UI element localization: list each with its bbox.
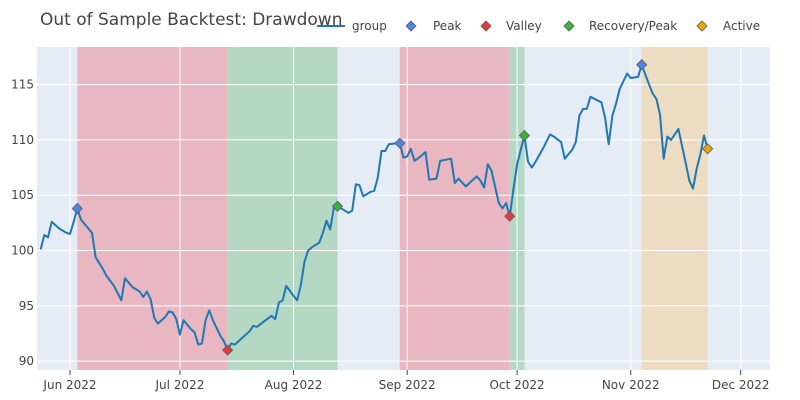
marker-peak: [636, 59, 648, 71]
y-tick-label: 90: [19, 354, 34, 368]
y-tick-label: 100: [11, 244, 34, 258]
marker-active: [702, 143, 714, 155]
shaded-region-recovery: [227, 47, 338, 370]
shaded-regions: [77, 47, 708, 370]
x-tick-label: Oct 2022: [490, 378, 545, 392]
legend-marker-recovery-peak: [563, 20, 575, 32]
markers-layer: [71, 59, 714, 356]
shaded-region-drawdown: [399, 47, 510, 370]
series-line-group: [39, 63, 709, 352]
y-tick-label: 110: [11, 133, 34, 147]
legend-marker-valley: [480, 20, 492, 32]
x-tick-label: Nov 2022: [602, 378, 660, 392]
x-tick-label: Aug 2022: [265, 378, 323, 392]
legend-label-valley: Valley: [506, 19, 542, 33]
legend-label-recovery-peak: Recovery/Peak: [589, 19, 677, 33]
gridlines: [37, 47, 770, 370]
legend-label-active: Active: [723, 19, 760, 33]
x-axis: Jun 2022 Jul 2022 Aug 2022 Sep 2022 Oct 2022…: [42, 370, 769, 392]
legend-label-peak: Peak: [433, 19, 462, 33]
series-layer: [39, 63, 709, 352]
legend-marker-peak: [405, 20, 417, 32]
x-tick-label: Jun 2022: [42, 378, 96, 392]
shaded-region-drawdown: [77, 47, 228, 370]
legend: group Peak Valley Recovery/Peak Active: [317, 19, 760, 33]
marker-recovery-peak: [518, 129, 531, 142]
y-tick-label: 115: [11, 78, 34, 92]
marker-peak: [394, 137, 406, 149]
x-tick-label: Jul 2022: [155, 378, 205, 392]
shaded-region-active: [641, 47, 708, 370]
y-tick-label: 95: [19, 299, 34, 313]
legend-label-group: group: [352, 19, 387, 33]
marker-valley: [222, 344, 234, 356]
chart-title: Out of Sample Backtest: Drawdown: [40, 10, 342, 30]
marker-valley: [504, 210, 516, 222]
x-tick-label: Sep 2022: [379, 378, 436, 392]
x-tick-label: Dec 2022: [712, 378, 770, 392]
marker-recovery-peak: [331, 200, 344, 212]
y-tick-label: 105: [11, 188, 34, 202]
legend-marker-active: [696, 20, 708, 32]
marker-peak: [71, 202, 83, 215]
y-axis: 90 95 100 105 110 115: [11, 78, 34, 369]
